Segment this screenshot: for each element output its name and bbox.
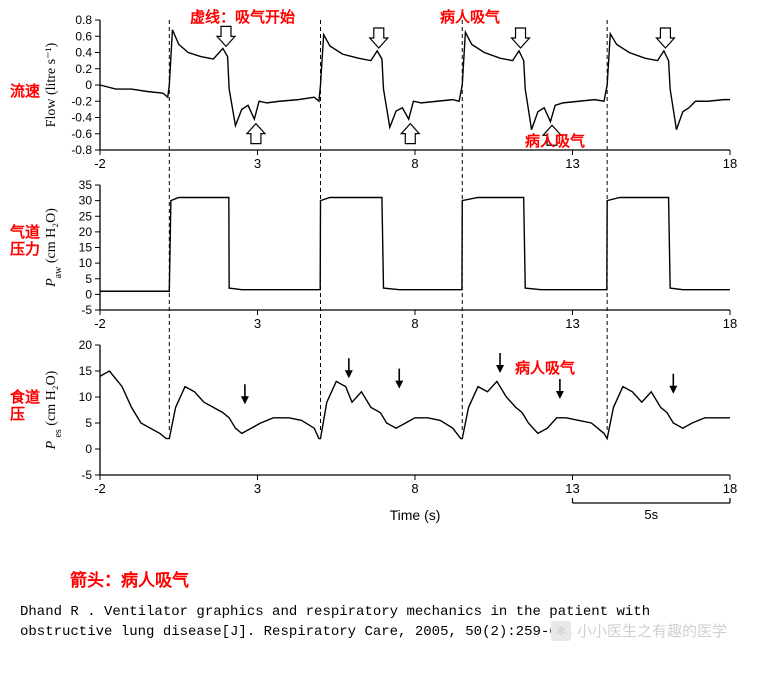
- watermark: ✻ 小小医生之有趣的医学: [551, 620, 727, 641]
- svg-text:-2: -2: [94, 481, 106, 496]
- svg-text:Time (s): Time (s): [390, 507, 441, 523]
- svg-text:0.6: 0.6: [75, 29, 92, 43]
- svg-text:-0.6: -0.6: [71, 127, 92, 141]
- svg-text:-5: -5: [81, 468, 92, 482]
- wechat-icon: ✻: [551, 621, 571, 641]
- svg-text:0: 0: [85, 78, 92, 92]
- svg-text:5: 5: [85, 272, 92, 286]
- svg-text:30: 30: [79, 194, 93, 208]
- svg-text:13: 13: [565, 156, 579, 171]
- svg-text:8: 8: [411, 316, 418, 331]
- svg-text:0.2: 0.2: [75, 62, 92, 76]
- svg-text:3: 3: [254, 481, 261, 496]
- svg-text:18: 18: [723, 316, 737, 331]
- svg-text:18: 18: [723, 481, 737, 496]
- figure-container: -0.8 -0.6 -0.4 -0.2 0 0.2 0.4 0.6 0.8 -2 3 8 13 18 Flo…: [10, 10, 747, 676]
- svg-text:20: 20: [79, 225, 93, 239]
- svg-text:0: 0: [85, 287, 92, 301]
- svg-text:25: 25: [79, 209, 93, 223]
- svg-text:20: 20: [79, 338, 93, 352]
- svg-text:5: 5: [85, 416, 92, 430]
- svg-text:13: 13: [565, 316, 579, 331]
- svg-text:3: 3: [254, 316, 261, 331]
- label-dashed-legend: 虚线：吸气开始: [190, 6, 295, 27]
- svg-text:P es (cm H₂O): P es (cm H₂O): [44, 370, 64, 450]
- svg-text:0.8: 0.8: [75, 13, 92, 27]
- svg-text:18: 18: [723, 156, 737, 171]
- svg-text:-2: -2: [94, 316, 106, 331]
- svg-text:5s: 5s: [644, 507, 658, 522]
- svg-text:10: 10: [79, 390, 93, 404]
- svg-text:-2: -2: [94, 156, 106, 171]
- svg-text:13: 13: [565, 481, 579, 496]
- svg-text:8: 8: [411, 481, 418, 496]
- svg-text:Paw (cm H₂O): Paw (cm H₂O): [44, 208, 64, 288]
- svg-text:8: 8: [411, 156, 418, 171]
- watermark-text: 小小医生之有趣的医学: [577, 620, 727, 641]
- arrow-caption: 箭头：病人吸气: [70, 566, 189, 591]
- svg-text:3: 3: [254, 156, 261, 171]
- svg-text:10: 10: [79, 256, 93, 270]
- chart-svg: -0.8 -0.6 -0.4 -0.2 0 0.2 0.4 0.6 0.8 -2 3 8 13 18 Flo…: [10, 10, 747, 530]
- svg-text:0.4: 0.4: [75, 46, 92, 60]
- svg-text:15: 15: [79, 364, 93, 378]
- label-patient-insp-1: 病人吸气: [440, 6, 500, 27]
- label-flow: 流速: [10, 80, 40, 101]
- label-pes: 食道压: [10, 390, 40, 423]
- svg-text:15: 15: [79, 241, 93, 255]
- label-patient-insp-2: 病人吸气: [525, 130, 585, 151]
- label-paw: 气道压力: [10, 225, 40, 258]
- label-patient-insp-3: 病人吸气: [515, 357, 575, 378]
- svg-text:-5: -5: [81, 303, 92, 317]
- svg-text:35: 35: [79, 178, 93, 192]
- svg-text:0: 0: [85, 442, 92, 456]
- svg-text:-0.4: -0.4: [71, 111, 92, 125]
- svg-text:-0.2: -0.2: [71, 94, 92, 108]
- svg-text:-0.8: -0.8: [71, 143, 92, 157]
- svg-text:Flow (litre s⁻¹): Flow (litre s⁻¹): [44, 42, 59, 127]
